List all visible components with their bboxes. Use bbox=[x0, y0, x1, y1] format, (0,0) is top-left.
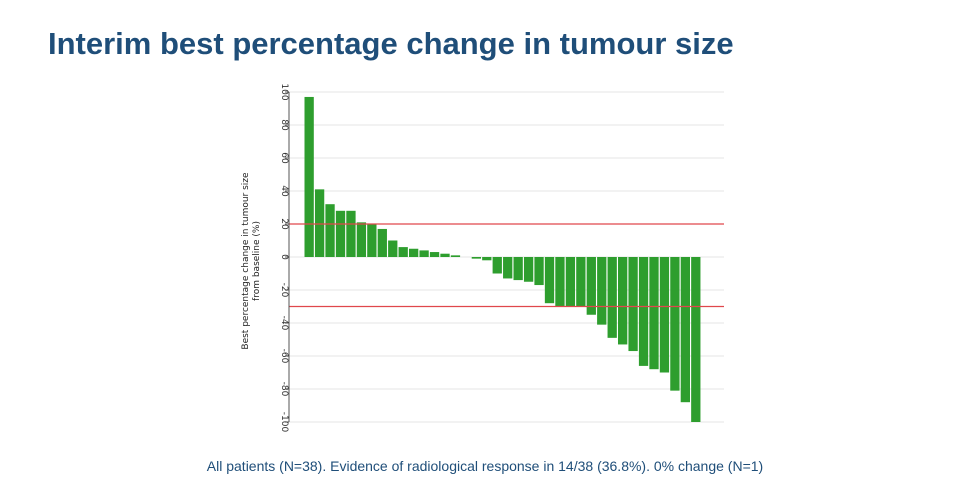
bar bbox=[419, 250, 429, 257]
bar bbox=[367, 224, 377, 257]
y-ticks: 100 80 60 40 20 0 -20 -40 -60 -80 -100 bbox=[279, 83, 289, 432]
bar bbox=[565, 257, 576, 307]
y-tick-label: 40 bbox=[279, 185, 289, 197]
bar bbox=[659, 257, 670, 373]
bar bbox=[450, 255, 461, 257]
reference-lines bbox=[289, 223, 724, 308]
bar bbox=[429, 252, 440, 257]
bar bbox=[534, 257, 544, 286]
bar bbox=[680, 257, 690, 403]
bar bbox=[325, 204, 335, 257]
y-axis-title-line-2: from baseline (%) bbox=[252, 221, 262, 301]
bar bbox=[356, 222, 367, 257]
bar bbox=[482, 257, 492, 261]
y-tick-label: 80 bbox=[279, 119, 289, 131]
y-tick-label: 100 bbox=[279, 83, 289, 100]
bar bbox=[513, 257, 523, 281]
footnote: All patients (N=38). Evidence of radiolo… bbox=[206, 458, 764, 474]
y-tick-label: 20 bbox=[279, 218, 289, 230]
bar bbox=[544, 257, 555, 304]
bar bbox=[628, 257, 638, 352]
y-tick-label: -40 bbox=[279, 316, 289, 331]
y-tick-label: 0 bbox=[279, 254, 289, 260]
bar bbox=[607, 257, 617, 338]
bar bbox=[597, 257, 607, 325]
bar bbox=[398, 247, 408, 257]
bar bbox=[555, 257, 565, 307]
y-tick-label: -20 bbox=[279, 283, 289, 298]
y-tick-label: -80 bbox=[279, 382, 289, 397]
bar bbox=[377, 228, 387, 257]
bar bbox=[618, 257, 628, 345]
bar bbox=[576, 257, 586, 307]
slide-title: Interim best percentage change in tumour… bbox=[48, 26, 734, 61]
bar bbox=[440, 253, 450, 257]
bar bbox=[670, 257, 680, 391]
bar bbox=[523, 257, 534, 282]
bar bbox=[503, 257, 513, 279]
bar bbox=[691, 257, 701, 422]
bar bbox=[586, 257, 596, 315]
bar bbox=[346, 210, 356, 257]
gridlines bbox=[289, 91, 724, 423]
y-tick-label: -60 bbox=[279, 349, 289, 364]
bar bbox=[314, 189, 325, 257]
bar bbox=[388, 240, 398, 257]
y-axis-title-line-1: Best percentage change in tumour size bbox=[241, 172, 251, 350]
bar bbox=[638, 257, 649, 366]
bars bbox=[304, 96, 701, 422]
bar bbox=[335, 210, 346, 257]
bar bbox=[304, 96, 314, 257]
y-tick-label: 60 bbox=[279, 152, 289, 164]
bar bbox=[471, 257, 481, 259]
y-tick-label: -100 bbox=[279, 412, 289, 433]
bar bbox=[492, 257, 502, 274]
bar bbox=[409, 248, 419, 257]
bar bbox=[649, 257, 659, 370]
